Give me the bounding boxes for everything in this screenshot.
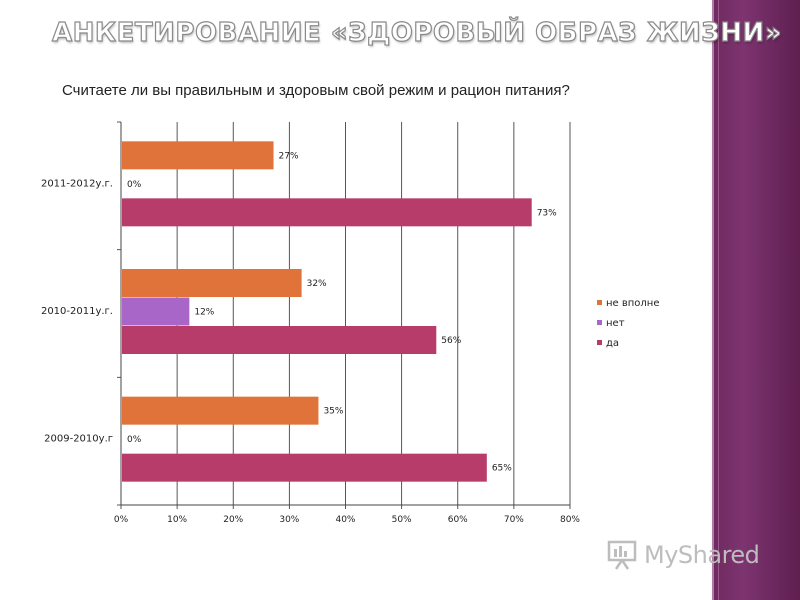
data-label: 0% <box>127 180 142 190</box>
data-label: 56% <box>441 336 461 346</box>
data-label: 27% <box>279 151 299 161</box>
bar <box>122 297 190 326</box>
legend: не вполне нет да <box>597 298 660 349</box>
bar <box>122 141 274 170</box>
bar <box>122 453 487 482</box>
labels: 0% 10% 20% 30% 40% 50% 60% 70% 80% 27% 0% 73% 2011-2… <box>41 151 580 525</box>
x-tick-label: 40% <box>335 515 355 525</box>
x-tick-label: 20% <box>223 515 243 525</box>
bar <box>122 396 319 425</box>
legend-swatch <box>597 340 602 345</box>
bars <box>122 141 532 482</box>
x-tick-label: 10% <box>167 515 187 525</box>
x-tick-label: 30% <box>279 515 299 525</box>
data-label: 12% <box>194 308 214 318</box>
bar <box>122 269 302 297</box>
category-label: 2011-2012у.г. <box>41 178 113 189</box>
bar <box>122 198 532 227</box>
data-label: 32% <box>307 279 327 289</box>
watermark: MyShared <box>606 538 776 572</box>
x-tick-label: 60% <box>448 515 468 525</box>
axes <box>117 121 571 509</box>
data-label: 65% <box>492 464 512 474</box>
decorative-side-band <box>712 0 800 600</box>
x-tick-label: 70% <box>504 515 524 525</box>
x-tick-label: 50% <box>392 515 412 525</box>
legend-label: да <box>606 338 619 349</box>
watermark-text: MyShared <box>644 541 760 569</box>
survey-question: Считаете ли вы правильным и здоровым сво… <box>62 82 570 99</box>
x-tick-label: 80% <box>560 515 580 525</box>
data-label: 73% <box>537 208 557 218</box>
slide-title: АНКЕТИРОВАНИЕ «ЗДОРОВЫЙ ОБРАЗ ЖИЗНИ» <box>51 17 783 48</box>
presentation-board-icon <box>607 540 637 570</box>
data-label: 0% <box>127 435 142 445</box>
legend-label: нет <box>606 318 625 329</box>
x-tick-label: 0% <box>114 515 129 525</box>
data-label: 35% <box>323 407 343 417</box>
legend-swatch <box>597 320 602 325</box>
category-label: 2009-2010у.г <box>44 434 113 445</box>
bar <box>122 326 437 354</box>
legend-swatch <box>597 300 602 305</box>
legend-label: не вполне <box>606 298 660 309</box>
category-label: 2010-2011у.г. <box>41 306 113 317</box>
